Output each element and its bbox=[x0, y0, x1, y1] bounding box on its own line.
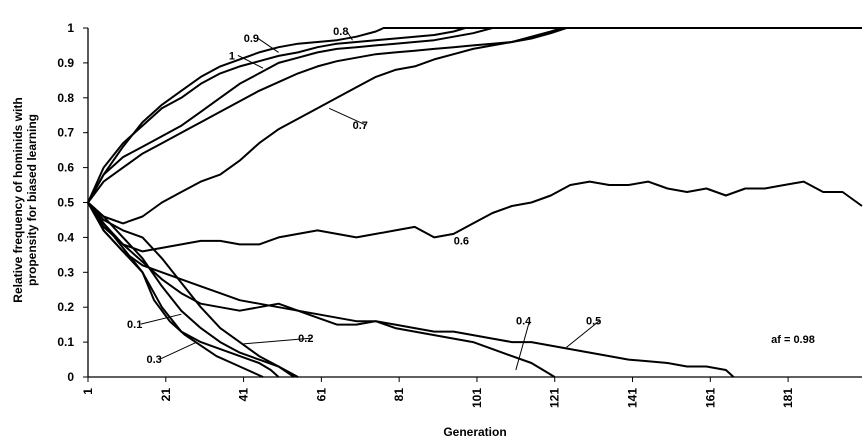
series-line-6 bbox=[87, 202, 735, 378]
series-label: 0.4 bbox=[516, 316, 532, 328]
series-line-11 bbox=[87, 201, 299, 378]
y-axis-title-line2: propensity for biased learning bbox=[25, 114, 39, 286]
series-label: 0.8 bbox=[333, 26, 348, 38]
y-tick-label: 0.3 bbox=[57, 265, 74, 279]
x-tick-label: 121 bbox=[548, 388, 562, 408]
label-leader-line bbox=[566, 320, 600, 348]
y-tick-label: 0.8 bbox=[57, 91, 74, 105]
series-label: 0.9 bbox=[244, 33, 259, 45]
label-leader-line bbox=[140, 313, 182, 325]
series-label: 0.5 bbox=[586, 316, 601, 328]
series-label: 0.2 bbox=[298, 333, 313, 345]
y-tick-label: 0.4 bbox=[57, 230, 74, 244]
series-line-8 bbox=[87, 202, 280, 378]
series-label: 1 bbox=[229, 50, 235, 62]
series-labels: 0.8 0.9 1 0.7 0.6 0.4 0.5 0.1 0.2 0.3 bbox=[127, 26, 601, 371]
series-line-3 bbox=[87, 27, 862, 204]
y-tick-label: 0 bbox=[67, 370, 74, 384]
series-lines bbox=[87, 27, 863, 378]
x-axis-title: Generation bbox=[443, 425, 506, 439]
y-tick-label: 1 bbox=[67, 21, 74, 35]
y-tick-label: 0.2 bbox=[57, 300, 74, 314]
label-leader-line bbox=[243, 337, 312, 345]
x-tick-label: 61 bbox=[314, 388, 328, 402]
x-tick-label: 1 bbox=[81, 388, 95, 395]
y-tick-label: 0.5 bbox=[57, 196, 74, 210]
series-line-4 bbox=[87, 27, 862, 225]
label-leader-line bbox=[257, 37, 279, 53]
label-leader-line bbox=[159, 341, 198, 360]
x-tick-label: 101 bbox=[470, 388, 484, 408]
y-tick-label: 0.6 bbox=[57, 161, 74, 175]
x-tick-label: 21 bbox=[159, 388, 173, 402]
series-line-10 bbox=[87, 201, 295, 378]
series-line-0 bbox=[87, 27, 862, 203]
series-label: 0.1 bbox=[127, 319, 142, 331]
x-tick-label: 41 bbox=[237, 388, 251, 402]
series-label: 0.7 bbox=[353, 120, 368, 132]
y-axis: 0 0.1 0.2 0.3 0.4 0.5 0.6 0.7 0.8 0.9 1 bbox=[57, 21, 88, 384]
x-tick-label: 81 bbox=[392, 388, 406, 402]
y-tick-label: 0.7 bbox=[57, 126, 74, 140]
series-label: 0.6 bbox=[454, 235, 469, 247]
series-line-1 bbox=[87, 27, 862, 203]
x-tick-label: 141 bbox=[626, 388, 640, 408]
x-tick-label: 181 bbox=[781, 388, 795, 408]
y-axis-title-line1: Relative frequency of hominids with bbox=[11, 97, 25, 302]
series-line-9 bbox=[87, 201, 264, 378]
x-axis: 1 21 41 61 81 101 121 141 161 181 bbox=[81, 377, 795, 408]
af-annotation: af = 0.98 bbox=[771, 334, 815, 346]
y-tick-label: 0.9 bbox=[57, 56, 74, 70]
series-label: 0.3 bbox=[146, 354, 161, 366]
series-line-2 bbox=[87, 27, 862, 203]
label-leader-line bbox=[515, 320, 531, 371]
series-line-7 bbox=[87, 201, 556, 378]
series-line-5 bbox=[87, 180, 863, 253]
label-leader-line bbox=[346, 30, 353, 41]
label-leader-line bbox=[237, 54, 264, 69]
x-tick-label: 161 bbox=[703, 388, 717, 408]
label-leader-line bbox=[328, 107, 367, 126]
y-tick-label: 0.1 bbox=[57, 335, 74, 349]
